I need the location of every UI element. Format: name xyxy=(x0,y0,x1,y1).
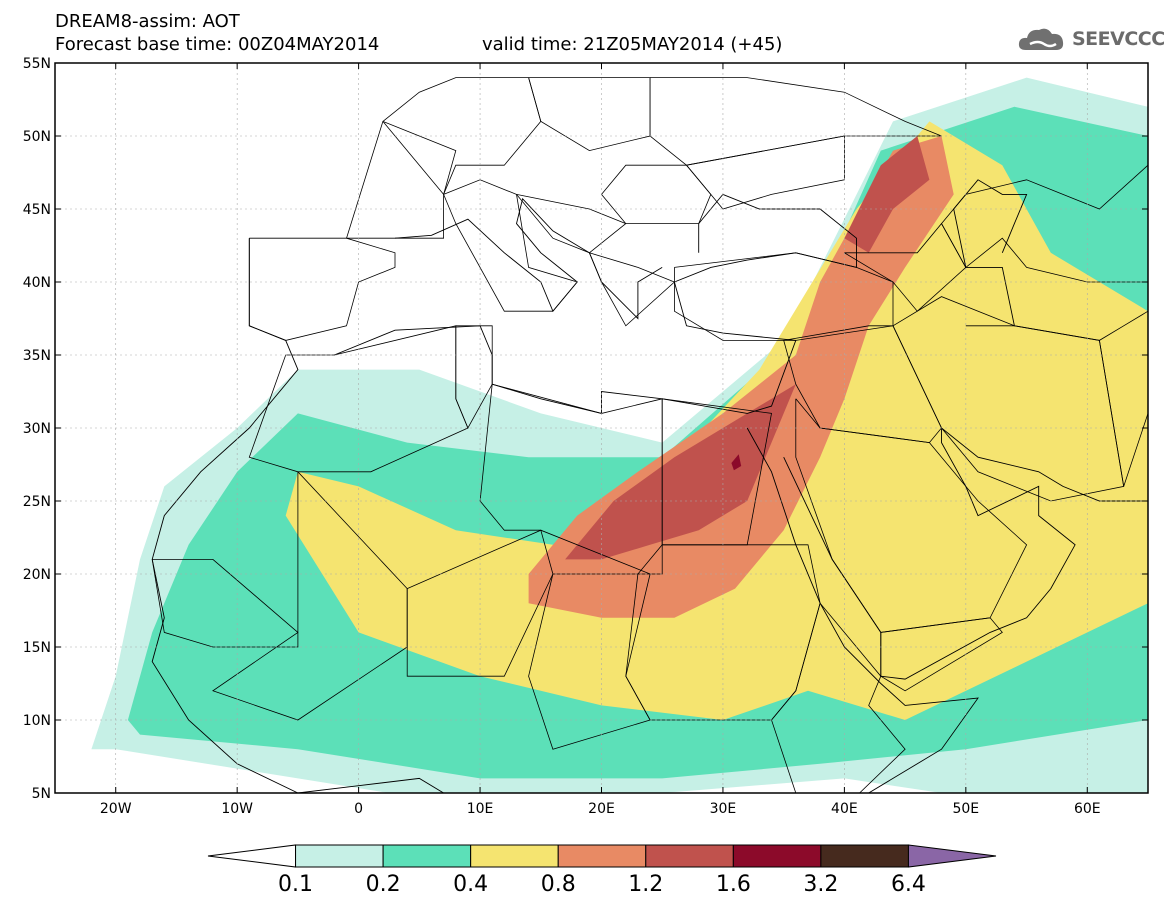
coastline xyxy=(953,179,1028,327)
lat-tick-label: 55N xyxy=(23,56,51,72)
colorbar-bin xyxy=(470,844,559,868)
colorbar-label: 3.2 xyxy=(803,872,838,897)
colorbar-label: 0.4 xyxy=(453,872,488,897)
lat-tick-label: 10N xyxy=(23,713,51,729)
longitude-axis: 20W 10W 0 10E 20E 30E 40E 50E 60E xyxy=(100,63,1101,817)
coastline xyxy=(941,427,1148,502)
seevccc-logo: SEEVCCC xyxy=(1016,24,1165,54)
aot-region-1-2 xyxy=(844,136,930,253)
colorbar-label: 1.6 xyxy=(716,872,751,897)
coastline xyxy=(394,197,663,320)
lon-tick-label: 60E xyxy=(1074,801,1101,817)
lon-tick-label: 50E xyxy=(952,801,979,817)
lat-tick-label: 50N xyxy=(23,129,51,145)
lon-tick-label: 10E xyxy=(467,801,494,817)
forecast-base-time: Forecast base time: 00Z04MAY2014 xyxy=(55,34,380,55)
lat-tick-label: 25N xyxy=(23,494,51,510)
colorbar-label: 0.1 xyxy=(278,872,313,897)
country-border xyxy=(771,602,906,793)
colorbar-bin xyxy=(557,844,647,868)
country-border xyxy=(941,164,1148,283)
country-border xyxy=(443,179,578,312)
lat-tick-label: 40N xyxy=(23,275,51,291)
lat-tick-label: 15N xyxy=(23,640,51,656)
logo-text: SEEVCCC xyxy=(1072,28,1165,50)
colorbar-underflow-triangle xyxy=(207,844,297,868)
country-border xyxy=(589,252,676,327)
lat-tick-label: 35N xyxy=(23,348,51,364)
coastline xyxy=(151,238,445,793)
country-border xyxy=(406,529,554,677)
map-title: DREAM8-assim: AOT xyxy=(55,11,240,32)
coastline xyxy=(746,427,979,793)
colorbar-label: 0.8 xyxy=(541,872,576,897)
country-border xyxy=(686,135,845,210)
colorbar-bin xyxy=(820,844,909,868)
country-border xyxy=(248,237,396,341)
lat-tick-label: 20N xyxy=(23,567,51,583)
country-border xyxy=(783,325,942,444)
lon-tick-label: 40E xyxy=(831,801,858,817)
colorbar-label: 0.2 xyxy=(366,872,401,897)
cloud-logo-icon xyxy=(1018,28,1064,50)
country-border xyxy=(1014,310,1148,487)
country-border xyxy=(795,398,1028,633)
lon-tick-label: 20W xyxy=(100,801,132,817)
lon-tick-label: 30E xyxy=(710,801,737,817)
colorbar-bin xyxy=(382,844,472,868)
colorbar-bin xyxy=(295,844,384,868)
lon-tick-label: 0 xyxy=(354,801,363,817)
lat-tick-label: 5N xyxy=(32,786,51,802)
latitude-axis: 5N 10N 15N 20N 25N 30N 35N 40N 45N 50N 55N xyxy=(23,56,1148,802)
lon-tick-label: 10W xyxy=(221,801,253,817)
country-border xyxy=(151,559,299,648)
valid-time: valid time: 21Z05MAY2014 (+45) xyxy=(482,34,783,55)
country-border xyxy=(346,120,457,239)
country-border xyxy=(600,164,712,225)
colorbar-overflow-triangle xyxy=(907,844,997,868)
lat-tick-label: 45N xyxy=(23,202,51,218)
aot-region-1-2 xyxy=(565,384,796,560)
colorbar-bin xyxy=(645,844,734,868)
country-border xyxy=(528,77,651,152)
colorbar-label: 6.4 xyxy=(891,872,926,897)
country-border xyxy=(516,194,627,254)
lon-tick-label: 20E xyxy=(588,801,615,817)
graticule xyxy=(55,62,1148,794)
aot-shading-layer xyxy=(91,77,1148,793)
aot-region-1-6 xyxy=(731,454,742,471)
colorbar: 0.1 0.2 0.4 0.8 1.2 1.6 3.2 6.4 xyxy=(207,844,997,897)
colorbar-label: 1.2 xyxy=(628,872,663,897)
country-border xyxy=(455,325,493,429)
coastline xyxy=(334,193,857,414)
lat-tick-label: 30N xyxy=(23,421,51,437)
colorbar-bin xyxy=(732,844,822,868)
